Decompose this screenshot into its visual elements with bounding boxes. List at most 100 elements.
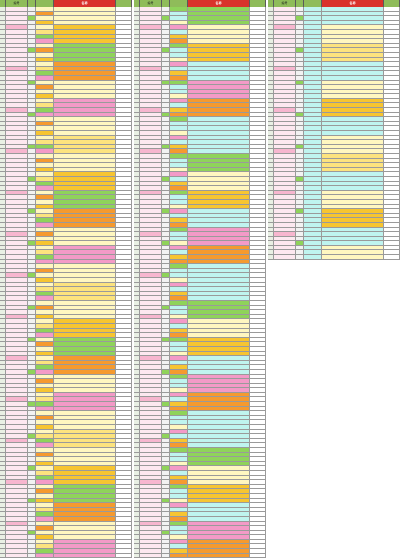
table-cell[interactable]: [28, 245, 36, 251]
table-cell[interactable]: [162, 108, 170, 113]
table-cell[interactable]: [188, 112, 250, 118]
table-row[interactable]: [134, 255, 266, 260]
table-cell[interactable]: [322, 29, 384, 35]
table-cell[interactable]: [0, 369, 6, 375]
table-cell[interactable]: [28, 351, 36, 357]
table-cell[interactable]: [6, 383, 28, 389]
table-cell[interactable]: [274, 144, 296, 150]
table-cell[interactable]: [322, 94, 384, 99]
table-cell[interactable]: [116, 397, 132, 403]
table-row[interactable]: [134, 397, 266, 403]
table-cell[interactable]: [6, 406, 28, 412]
table-row[interactable]: [134, 29, 266, 35]
table-cell[interactable]: [0, 241, 6, 246]
table-cell[interactable]: [162, 402, 170, 407]
table-row[interactable]: [0, 402, 132, 407]
table-cell[interactable]: [170, 126, 188, 132]
table-cell[interactable]: [188, 434, 250, 439]
table-cell[interactable]: [296, 204, 304, 210]
table-cell[interactable]: [6, 397, 28, 403]
table-cell[interactable]: [54, 278, 116, 283]
table-cell[interactable]: [116, 103, 132, 109]
table-cell[interactable]: [116, 222, 132, 228]
table-cell[interactable]: [134, 199, 140, 205]
table-cell[interactable]: [296, 62, 304, 67]
table-cell[interactable]: [54, 57, 116, 63]
table-cell[interactable]: [170, 98, 188, 104]
table-cell[interactable]: [170, 195, 188, 200]
table-cell[interactable]: [36, 57, 54, 63]
table-cell[interactable]: [170, 369, 188, 375]
table-cell[interactable]: [140, 342, 162, 347]
table-cell[interactable]: [116, 112, 132, 118]
table-cell[interactable]: [188, 452, 250, 458]
table-cell[interactable]: [54, 415, 116, 421]
table-cell[interactable]: [188, 71, 250, 76]
table-cell[interactable]: [322, 66, 384, 72]
table-cell[interactable]: [322, 89, 384, 95]
table-cell[interactable]: [162, 301, 170, 306]
table-cell[interactable]: [170, 172, 188, 177]
table-cell[interactable]: [54, 140, 116, 145]
table-cell[interactable]: [170, 89, 188, 95]
table-cell[interactable]: [0, 163, 6, 168]
table-cell[interactable]: [28, 406, 36, 412]
table-cell[interactable]: [28, 80, 36, 86]
table-cell[interactable]: [304, 241, 322, 246]
table-cell[interactable]: [296, 209, 304, 214]
table-cell[interactable]: [268, 66, 274, 72]
table-cell[interactable]: [36, 314, 54, 320]
table-cell[interactable]: [250, 323, 266, 329]
table-cell[interactable]: [28, 163, 36, 168]
table-row[interactable]: [134, 135, 266, 141]
table-cell[interactable]: [274, 62, 296, 67]
table-cell[interactable]: [170, 434, 188, 439]
table-cell[interactable]: [134, 89, 140, 95]
table-cell[interactable]: [116, 11, 132, 17]
table-cell[interactable]: [162, 25, 170, 30]
table-cell[interactable]: [6, 117, 28, 122]
table-cell[interactable]: [304, 181, 322, 187]
table-cell[interactable]: [0, 415, 6, 421]
table-cell[interactable]: [134, 241, 140, 246]
table-cell[interactable]: [250, 310, 266, 315]
table-row[interactable]: [0, 186, 132, 191]
table-cell[interactable]: [274, 167, 296, 173]
table-cell[interactable]: [304, 85, 322, 90]
table-cell[interactable]: [250, 314, 266, 320]
table-cell[interactable]: [188, 154, 250, 159]
table-cell[interactable]: [36, 218, 54, 223]
table-cell[interactable]: [36, 7, 54, 12]
table-cell[interactable]: [28, 415, 36, 421]
table-cell[interactable]: [36, 452, 54, 458]
table-cell[interactable]: [296, 108, 304, 113]
table-cell[interactable]: [384, 255, 400, 260]
table-cell[interactable]: [6, 314, 28, 320]
table-row[interactable]: [268, 103, 400, 109]
table-cell[interactable]: [268, 75, 274, 81]
table-cell[interactable]: [6, 135, 28, 141]
table-cell[interactable]: [134, 314, 140, 320]
table-row[interactable]: [0, 43, 132, 49]
table-cell[interactable]: [188, 406, 250, 412]
table-cell[interactable]: [134, 236, 140, 242]
table-cell[interactable]: [140, 392, 162, 398]
table-cell[interactable]: [274, 66, 296, 72]
table-cell[interactable]: [322, 218, 384, 223]
table-cell[interactable]: [250, 255, 266, 260]
table-cell[interactable]: [140, 291, 162, 297]
table-cell[interactable]: [188, 181, 250, 187]
table-cell[interactable]: [28, 429, 36, 435]
table-row[interactable]: [134, 342, 266, 347]
table-cell[interactable]: [54, 117, 116, 122]
table-cell[interactable]: [250, 48, 266, 53]
table-cell[interactable]: [170, 356, 188, 361]
table-cell[interactable]: [162, 7, 170, 12]
table-cell[interactable]: [304, 20, 322, 26]
table-cell[interactable]: [250, 438, 266, 444]
table-cell[interactable]: [170, 342, 188, 347]
table-cell[interactable]: [250, 392, 266, 398]
table-cell[interactable]: [250, 227, 266, 233]
table-row[interactable]: [0, 57, 132, 63]
table-cell[interactable]: [140, 264, 162, 269]
